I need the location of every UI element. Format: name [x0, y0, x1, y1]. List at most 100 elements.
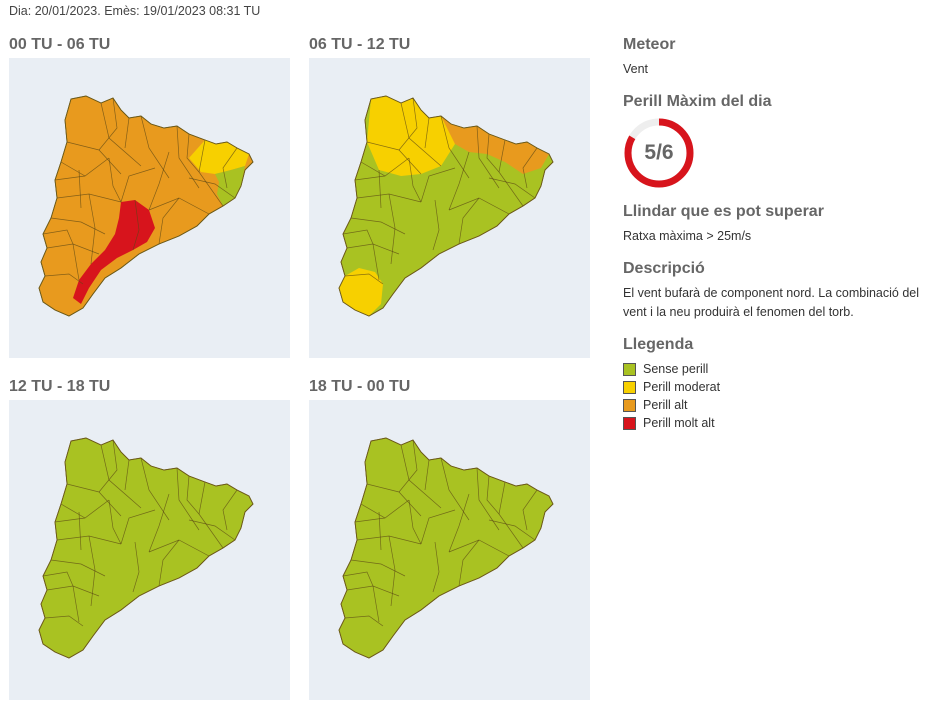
legend-item: Sense perill: [623, 360, 923, 378]
map-panel[interactable]: [309, 400, 590, 700]
region-boundary: [148, 151, 170, 211]
info-panel: Meteor Vent Perill Màxim del dia 5/6 Lli…: [623, 36, 923, 432]
region-boundary: [488, 519, 536, 541]
legend-swatch: [623, 398, 636, 412]
danger-zone[interactable]: [73, 200, 155, 304]
legend-list: Sense perill Perill moderat Perill alt Peri…: [623, 360, 923, 432]
region-boundary: [60, 503, 86, 519]
legend-swatch: [623, 362, 636, 376]
legend-label: Perill moderat: [643, 380, 721, 394]
region-boundary: [344, 615, 384, 627]
region-boundary: [424, 117, 430, 149]
map-panel[interactable]: [9, 58, 290, 358]
catalonia-map[interactable]: [309, 400, 590, 700]
gauge-value: 5/6: [644, 141, 674, 164]
region-boundary: [88, 193, 96, 265]
danger-zone[interactable]: [441, 116, 549, 174]
perill-heading: Perill Màxim del dia: [623, 93, 772, 110]
descripcio-heading: Descripció: [623, 260, 705, 277]
region-boundary: [350, 217, 406, 235]
region-boundary: [420, 509, 456, 545]
danger-zone[interactable]: [215, 166, 245, 206]
legend-label: Sense perill: [643, 362, 709, 376]
region-boundary: [398, 439, 418, 493]
region-boundary: [440, 115, 470, 179]
region-boundary: [132, 541, 140, 593]
region-boundary: [432, 199, 440, 251]
region-boundary: [148, 493, 170, 553]
region-boundary: [78, 511, 82, 551]
region-boundary: [522, 489, 538, 531]
danger-zone[interactable]: [367, 96, 455, 176]
map-panel[interactable]: [9, 400, 290, 700]
region-boundary: [140, 457, 170, 521]
region-boundary: [158, 197, 180, 245]
region-boundary: [44, 615, 84, 627]
map-block-4: 18 TU - 00 TU: [309, 378, 590, 700]
territory-border: [38, 95, 254, 317]
catalonia-map[interactable]: [9, 58, 290, 358]
region-boundary: [344, 273, 384, 285]
territory-shape[interactable]: [38, 95, 254, 317]
region-boundary: [176, 125, 200, 189]
map-panel[interactable]: [309, 58, 590, 358]
catalonia-map[interactable]: [9, 400, 290, 700]
region-boundary: [42, 571, 74, 587]
region-boundary: [372, 585, 380, 623]
region-boundary: [388, 535, 396, 607]
region-boundary: [458, 197, 480, 245]
region-boundary: [360, 161, 386, 177]
region-boundary: [388, 193, 396, 265]
region-boundary: [44, 273, 84, 285]
region-boundary: [132, 199, 140, 251]
catalonia-map[interactable]: [309, 58, 590, 358]
region-boundary: [50, 217, 106, 235]
region-boundary: [124, 117, 130, 149]
map-block-3: 12 TU - 18 TU: [9, 378, 290, 700]
region-boundary: [88, 535, 96, 607]
region-boundary: [522, 147, 538, 189]
region-boundary: [432, 541, 440, 593]
region-boundary: [408, 157, 422, 203]
territory-border: [338, 437, 554, 659]
region-boundary: [488, 177, 536, 199]
region-boundary: [440, 457, 470, 521]
region-boundary: [158, 539, 180, 587]
region-boundary: [350, 559, 406, 577]
region-boundary: [42, 229, 74, 245]
legend-label: Perill molt alt: [643, 416, 715, 430]
territory-border: [38, 437, 254, 659]
region-boundary: [448, 493, 470, 553]
legend-label: Perill alt: [643, 398, 688, 412]
region-boundary: [458, 539, 480, 587]
territory-shape[interactable]: [38, 437, 254, 659]
region-boundary: [176, 467, 200, 531]
map-title: 00 TU - 06 TU: [9, 36, 111, 53]
danger-zone[interactable]: [189, 140, 249, 174]
territory-shape[interactable]: [338, 437, 554, 659]
region-boundary: [476, 125, 500, 189]
llegenda-heading: Llegenda: [623, 336, 694, 353]
map-title: 06 TU - 12 TU: [309, 36, 411, 53]
legend-swatch: [623, 416, 636, 430]
danger-zone[interactable]: [339, 268, 383, 316]
region-boundary: [120, 167, 156, 203]
region-boundary: [186, 133, 200, 173]
region-boundary: [72, 585, 80, 623]
region-boundary: [50, 559, 106, 577]
region-boundary: [378, 511, 382, 551]
region-boundary: [342, 229, 374, 245]
region-boundary: [408, 499, 422, 545]
meteor-value: Vent: [623, 62, 649, 76]
region-boundary: [342, 571, 374, 587]
region-boundary: [108, 499, 122, 545]
region-boundary: [360, 503, 386, 519]
region-boundary: [378, 169, 382, 209]
region-boundary: [98, 97, 118, 151]
legend-item: Perill moderat: [623, 378, 923, 396]
region-boundary: [222, 489, 238, 531]
region-boundary: [186, 475, 200, 515]
region-boundary: [108, 157, 122, 203]
region-boundary: [486, 133, 500, 173]
region-boundary: [98, 439, 118, 493]
